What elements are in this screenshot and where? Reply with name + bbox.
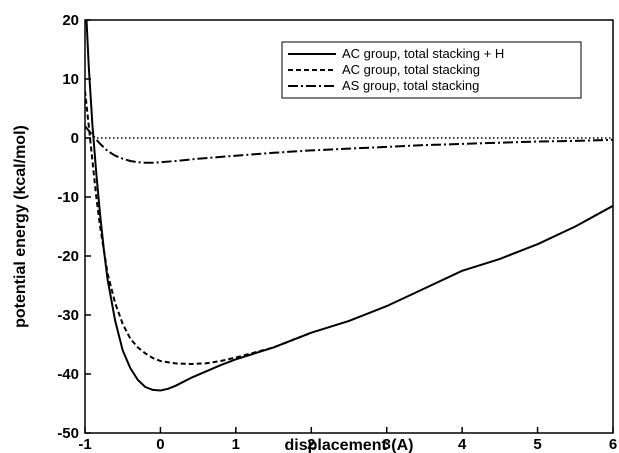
y-tick-label: -40 bbox=[57, 366, 79, 383]
series-line-2 bbox=[85, 90, 312, 365]
y-tick-label: -10 bbox=[57, 189, 79, 206]
y-tick-label: 0 bbox=[71, 130, 79, 147]
x-tick-label: 1 bbox=[232, 436, 240, 453]
x-tick-label: 0 bbox=[156, 436, 164, 453]
plot-frame bbox=[84, 19, 614, 434]
y-axis-label: potential energy (kcal/mol) bbox=[12, 125, 29, 328]
x-tick-label: 5 bbox=[533, 436, 541, 453]
series-layer bbox=[85, 20, 613, 392]
legend-label-1: AC group, total stacking + H bbox=[342, 46, 504, 61]
legend: AC group, total stacking + HAC group, to… bbox=[281, 41, 582, 99]
y-tick-label: 20 bbox=[62, 12, 79, 29]
x-tick-label: 4 bbox=[458, 436, 467, 453]
legend-label-3: AS group, total stacking bbox=[342, 78, 479, 93]
y-axis: 20 10 0 -10 -20 -30 -40 -50 bbox=[57, 12, 91, 442]
y-tick-label: -30 bbox=[57, 307, 79, 324]
y-tick-label: 10 bbox=[62, 71, 79, 88]
x-axis-label: displacement (A) bbox=[285, 437, 414, 453]
x-axis: -1 0 1 2 3 4 5 6 bbox=[78, 427, 617, 453]
y-tick-label: -50 bbox=[57, 425, 79, 442]
x-tick-label: -1 bbox=[78, 436, 91, 453]
x-tick-label: 3 bbox=[383, 436, 391, 453]
legend-label-2: AC group, total stacking bbox=[342, 62, 480, 77]
x-tick-label: 2 bbox=[307, 436, 315, 453]
series-line-3 bbox=[85, 125, 613, 164]
y-tick-label: -20 bbox=[57, 248, 79, 265]
x-tick-label: 6 bbox=[609, 436, 617, 453]
plot-area bbox=[84, 19, 614, 434]
